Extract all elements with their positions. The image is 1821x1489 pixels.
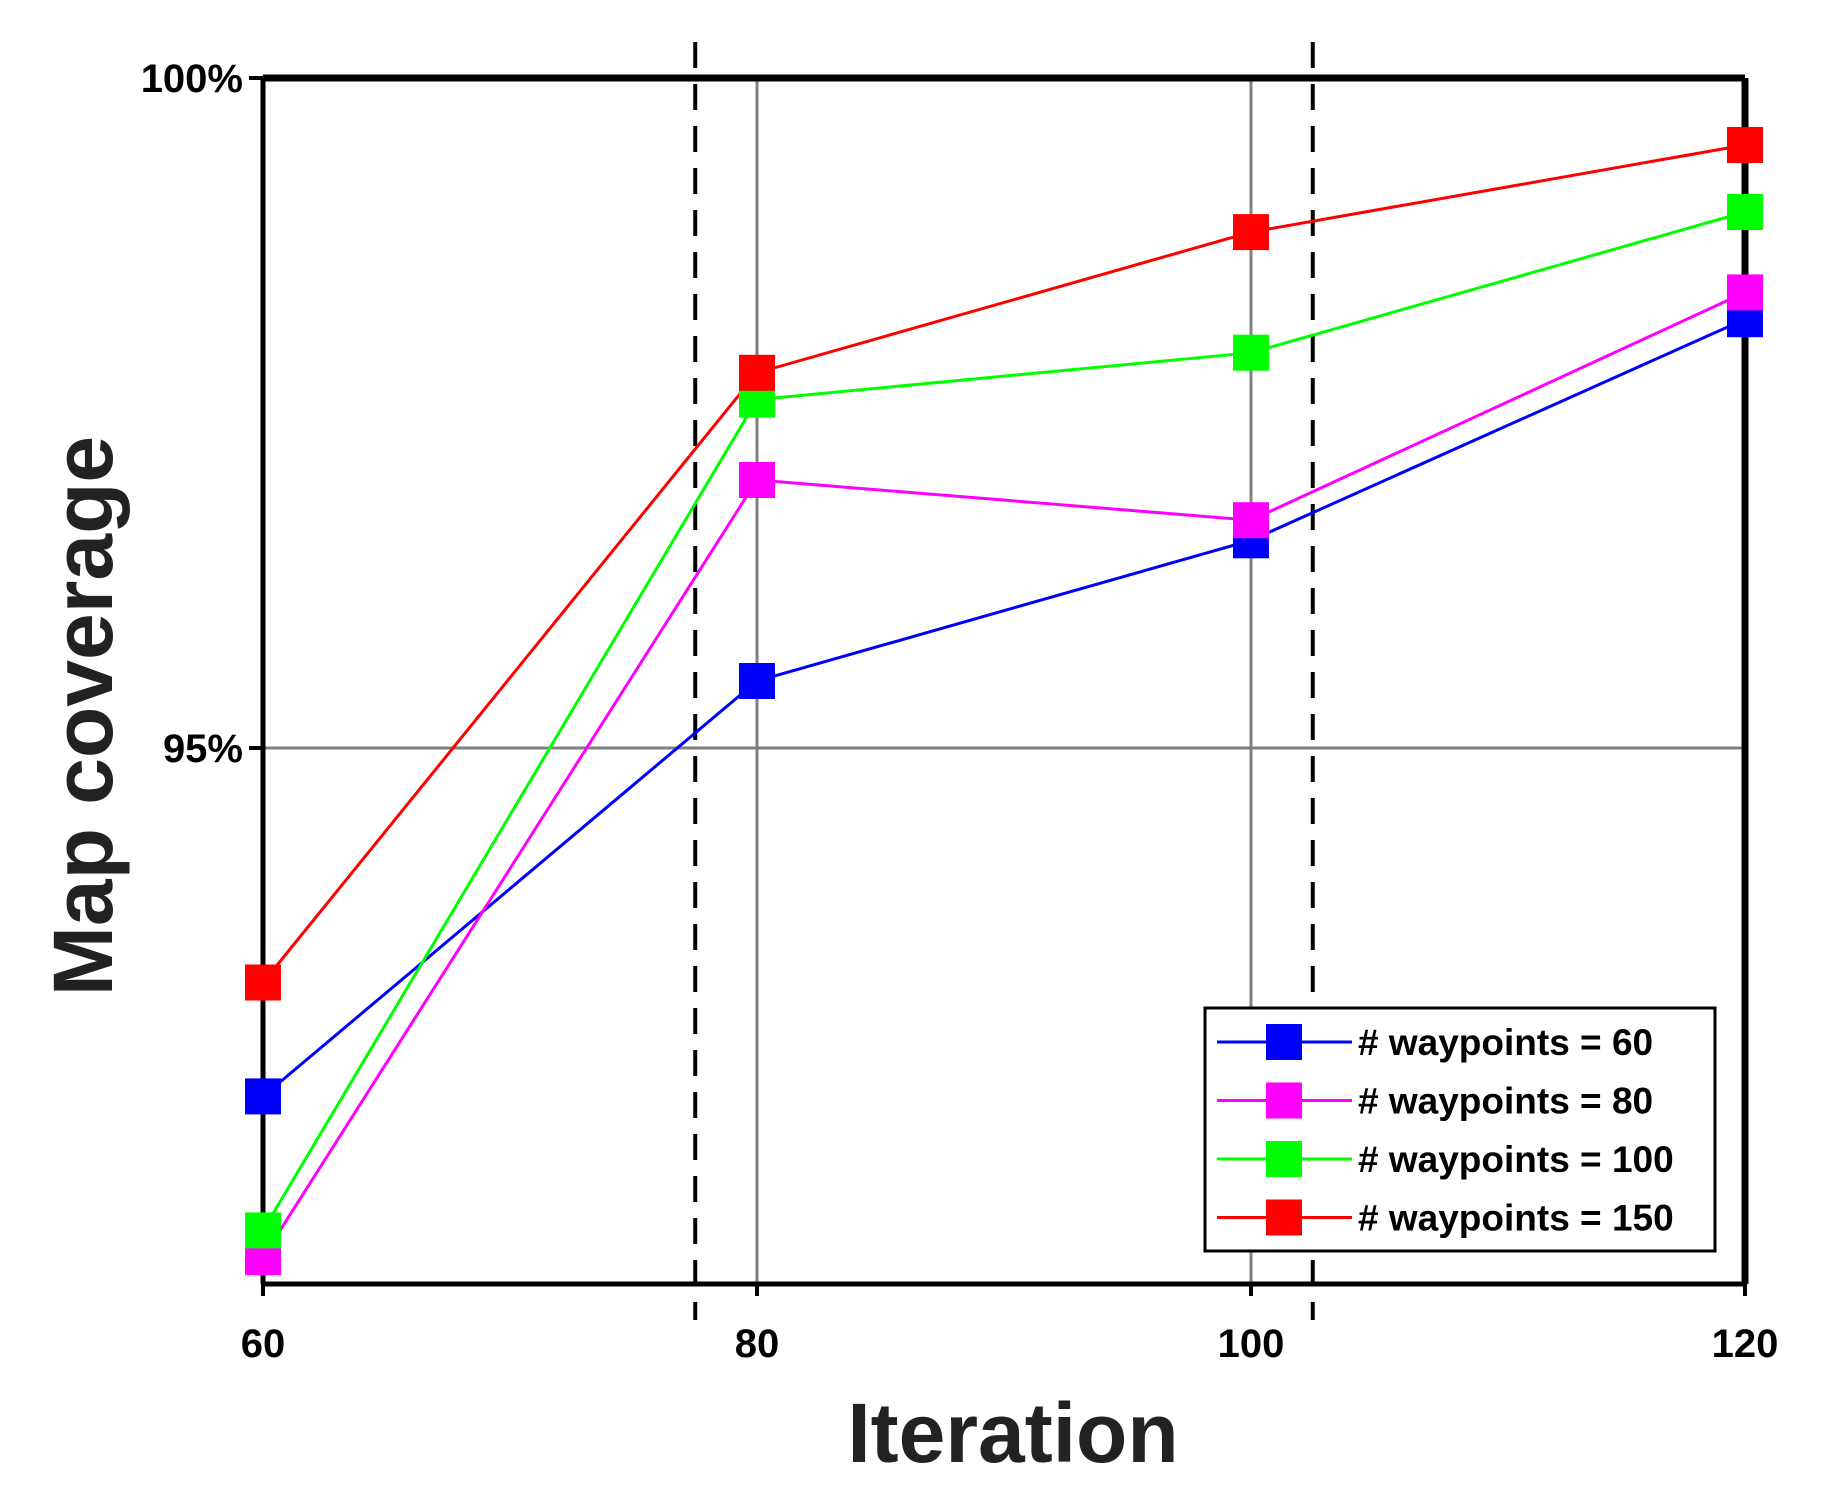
legend: # waypoints = 60 # waypoints = 80 # waypoi… [1203,1006,1717,1253]
series-line-0 [262,317,1746,1098]
series-0-point-1 [739,663,775,699]
x-tick-label-3: 120 [1712,1322,1779,1366]
y-tick-label-0: 95% [163,727,243,771]
series-3-point-1 [739,354,775,391]
series-0-point-0 [245,1078,281,1115]
series-line-3 [261,143,1746,984]
series-2-point-0 [245,1212,281,1249]
legend-label-1: # waypoints = 80 [1358,1081,1653,1122]
legend-marker-2 [1266,1141,1302,1177]
series-2-point-3 [1727,194,1763,230]
series-layer [245,127,1763,1276]
legend-marker-3 [1266,1199,1302,1236]
series-1-point-3 [1727,274,1763,311]
x-tick-label-2: 100 [1218,1322,1285,1366]
legend-label-0: # waypoints = 60 [1358,1022,1653,1063]
series-2-point-2 [1233,334,1269,371]
legend-marker-0 [1266,1024,1302,1060]
legend-label-3: # waypoints = 150 [1358,1198,1674,1239]
x-tick-label-1: 80 [735,1322,780,1366]
tick-labels-layer: 95% 100% 60 80 100 120 [141,57,1779,1366]
series-3-point-0 [245,964,281,1001]
x-tick-label-0: 60 [241,1322,286,1366]
series-1-point-2 [1233,502,1269,539]
legend-marker-1 [1266,1082,1302,1119]
axis-titles-layer: Iteration Map coverage [36,436,1179,1480]
series-line-1 [261,291,1746,1259]
series-line-2 [261,210,1746,1232]
series-3-point-3 [1727,127,1763,163]
y-axis-title: Map coverage [36,436,130,996]
series-1-point-1 [739,462,775,498]
y-tick-label-1: 100% [141,57,243,101]
legend-label-2: # waypoints = 100 [1358,1139,1674,1180]
series-3-point-2 [1233,214,1269,251]
x-axis-title: Iteration [847,1386,1178,1480]
